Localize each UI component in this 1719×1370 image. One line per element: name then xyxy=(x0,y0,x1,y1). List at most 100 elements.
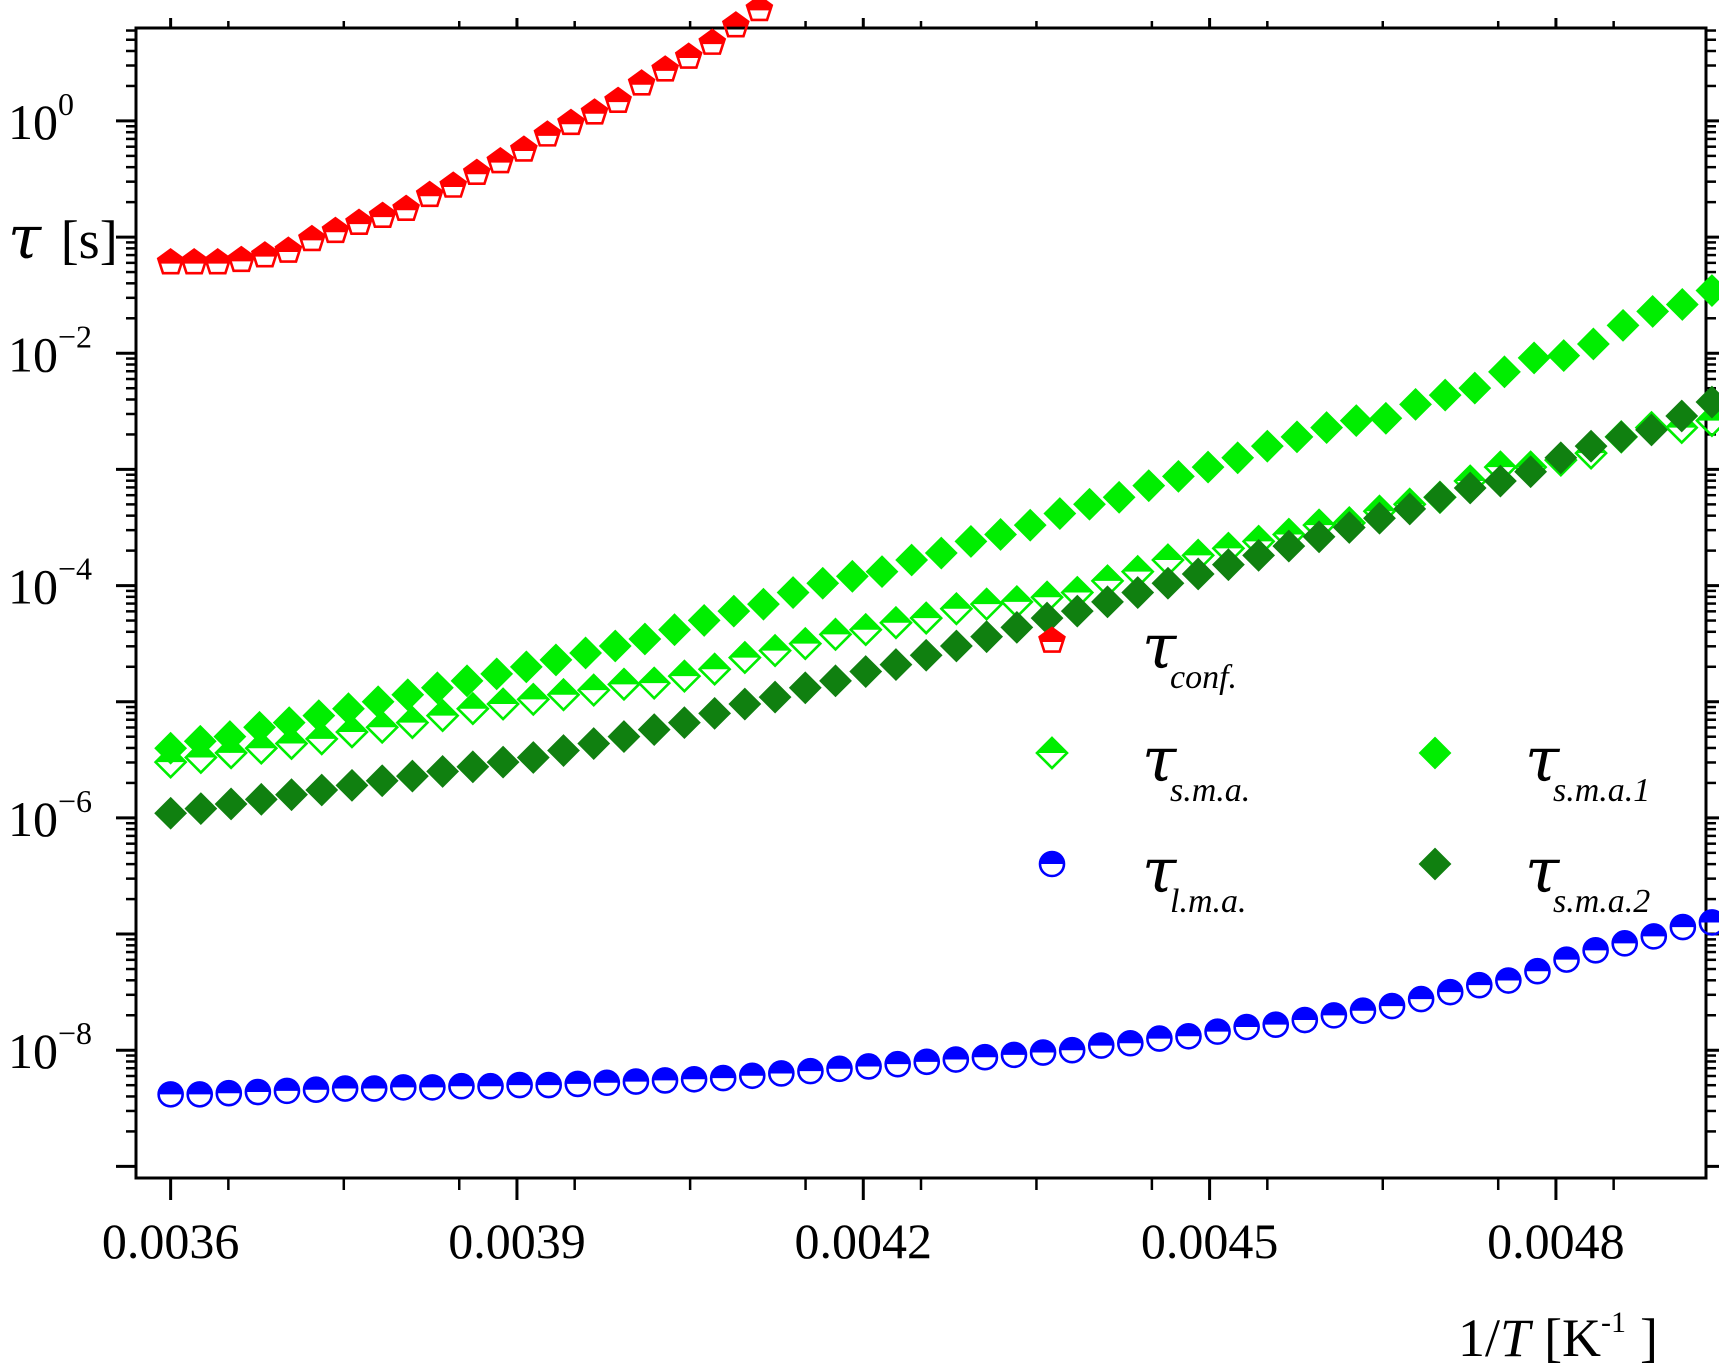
data-point-sma2 xyxy=(1060,594,1094,628)
marker-fill xyxy=(427,700,458,716)
marker-shape xyxy=(788,671,822,705)
marker-shape xyxy=(637,713,671,747)
y-tick-label: 10−2 xyxy=(8,318,92,382)
data-point-sma2 xyxy=(1635,413,1668,447)
marker-outline xyxy=(156,248,185,275)
marker-fill xyxy=(1062,577,1093,593)
marker-outline xyxy=(273,1077,301,1105)
marker-outline xyxy=(274,726,309,761)
marker-shape xyxy=(658,613,691,647)
data-point-sma1 xyxy=(1043,497,1077,530)
legend-subscript-conf: conf. xyxy=(1170,659,1237,696)
x-tick-label: 0.0048 xyxy=(1487,1213,1625,1269)
data-point-lma xyxy=(448,1072,475,1100)
marker-shape xyxy=(1211,548,1245,582)
marker-fill xyxy=(880,607,911,623)
data-point-lma xyxy=(1175,1022,1202,1050)
data-point-sma1 xyxy=(806,566,840,600)
marker-fill xyxy=(1273,519,1304,535)
marker-shape xyxy=(758,680,792,714)
marker-outline xyxy=(321,216,350,244)
data-point-sma2 xyxy=(547,734,580,767)
data-point-conf xyxy=(509,135,538,162)
x-axis-prefix: 1/ xyxy=(1458,1308,1500,1368)
data-point-sma1 xyxy=(1191,450,1225,484)
marker-outline xyxy=(1233,1013,1260,1041)
marker-shape xyxy=(1073,487,1106,521)
marker-outline xyxy=(425,698,460,733)
marker-shape xyxy=(365,764,399,798)
marker-outline xyxy=(439,171,468,198)
legend-item-sma1: τs.m.a.1 xyxy=(1418,723,1650,809)
marker-outline xyxy=(721,11,750,38)
data-point-conf xyxy=(486,146,515,174)
marker-outline xyxy=(535,1071,562,1099)
data-point-lma xyxy=(942,1046,970,1073)
data-point-sma2 xyxy=(637,713,671,747)
marker-outline xyxy=(1524,957,1551,985)
marker-shape xyxy=(154,731,188,765)
marker-fill xyxy=(323,218,348,233)
data-point-sma xyxy=(969,587,1004,622)
data-point-conf xyxy=(274,236,303,263)
marker-fill xyxy=(299,226,325,241)
data-point-lma xyxy=(826,1055,853,1083)
marker-shape xyxy=(335,768,369,802)
marker-outline xyxy=(1553,946,1580,973)
marker-fill xyxy=(558,110,584,125)
data-point-sma2 xyxy=(1604,420,1638,454)
data-point-lma xyxy=(1146,1025,1173,1052)
plot-frame xyxy=(134,26,1708,1180)
marker-fill xyxy=(518,684,549,700)
marker-fill xyxy=(393,196,419,211)
data-point-sma2 xyxy=(1332,511,1366,544)
marker-outline xyxy=(674,42,703,69)
data-point-conf xyxy=(345,208,373,235)
data-point-sma xyxy=(607,667,641,702)
marker-shape xyxy=(1635,413,1668,447)
marker-shape xyxy=(1665,399,1699,433)
marker-fill xyxy=(1092,565,1123,581)
marker-outline xyxy=(651,1067,679,1094)
data-point-sma2 xyxy=(184,792,218,826)
marker-shape xyxy=(1091,585,1124,619)
data-point-sma2 xyxy=(1121,576,1155,609)
y-tick-label: 10−8 xyxy=(8,1015,92,1079)
series-sma2 xyxy=(154,385,1719,830)
marker-fill xyxy=(669,661,700,677)
marker-outline xyxy=(227,245,256,273)
legend-marker-sma1 xyxy=(1418,736,1452,770)
data-point-lma xyxy=(302,1076,330,1104)
legend-item-sma: τs.m.a. xyxy=(1035,723,1250,809)
marker-shape xyxy=(1121,576,1155,609)
marker-shape xyxy=(628,622,662,656)
data-series xyxy=(153,0,1719,1108)
marker-shape xyxy=(1043,497,1077,530)
legend-subscript-sma: s.m.a. xyxy=(1170,772,1250,809)
marker-shape xyxy=(970,620,1004,654)
data-point-sma xyxy=(335,715,369,749)
marker-shape xyxy=(395,759,429,793)
marker-fill xyxy=(639,668,670,684)
data-point-conf xyxy=(415,180,444,208)
marker-outline xyxy=(667,659,702,694)
data-point-sma2 xyxy=(1030,601,1064,635)
data-point-sma1 xyxy=(1102,480,1136,514)
marker-outline xyxy=(1320,1002,1348,1029)
data-point-lma xyxy=(1436,978,1464,1006)
marker-shape xyxy=(509,650,543,684)
data-point-sma2 xyxy=(849,655,883,688)
data-point-sma2 xyxy=(154,796,188,830)
marker-outline xyxy=(509,135,538,162)
marker-outline xyxy=(214,736,248,770)
marker-outline xyxy=(345,208,373,235)
marker-shape xyxy=(1013,508,1047,542)
data-point-sma1 xyxy=(895,543,929,577)
marker-fill xyxy=(1032,582,1063,598)
marker-fill xyxy=(487,148,513,163)
data-point-conf xyxy=(298,224,326,252)
data-point-sma xyxy=(576,673,611,707)
data-point-sma1 xyxy=(1576,327,1610,361)
marker-shape xyxy=(1000,610,1034,644)
